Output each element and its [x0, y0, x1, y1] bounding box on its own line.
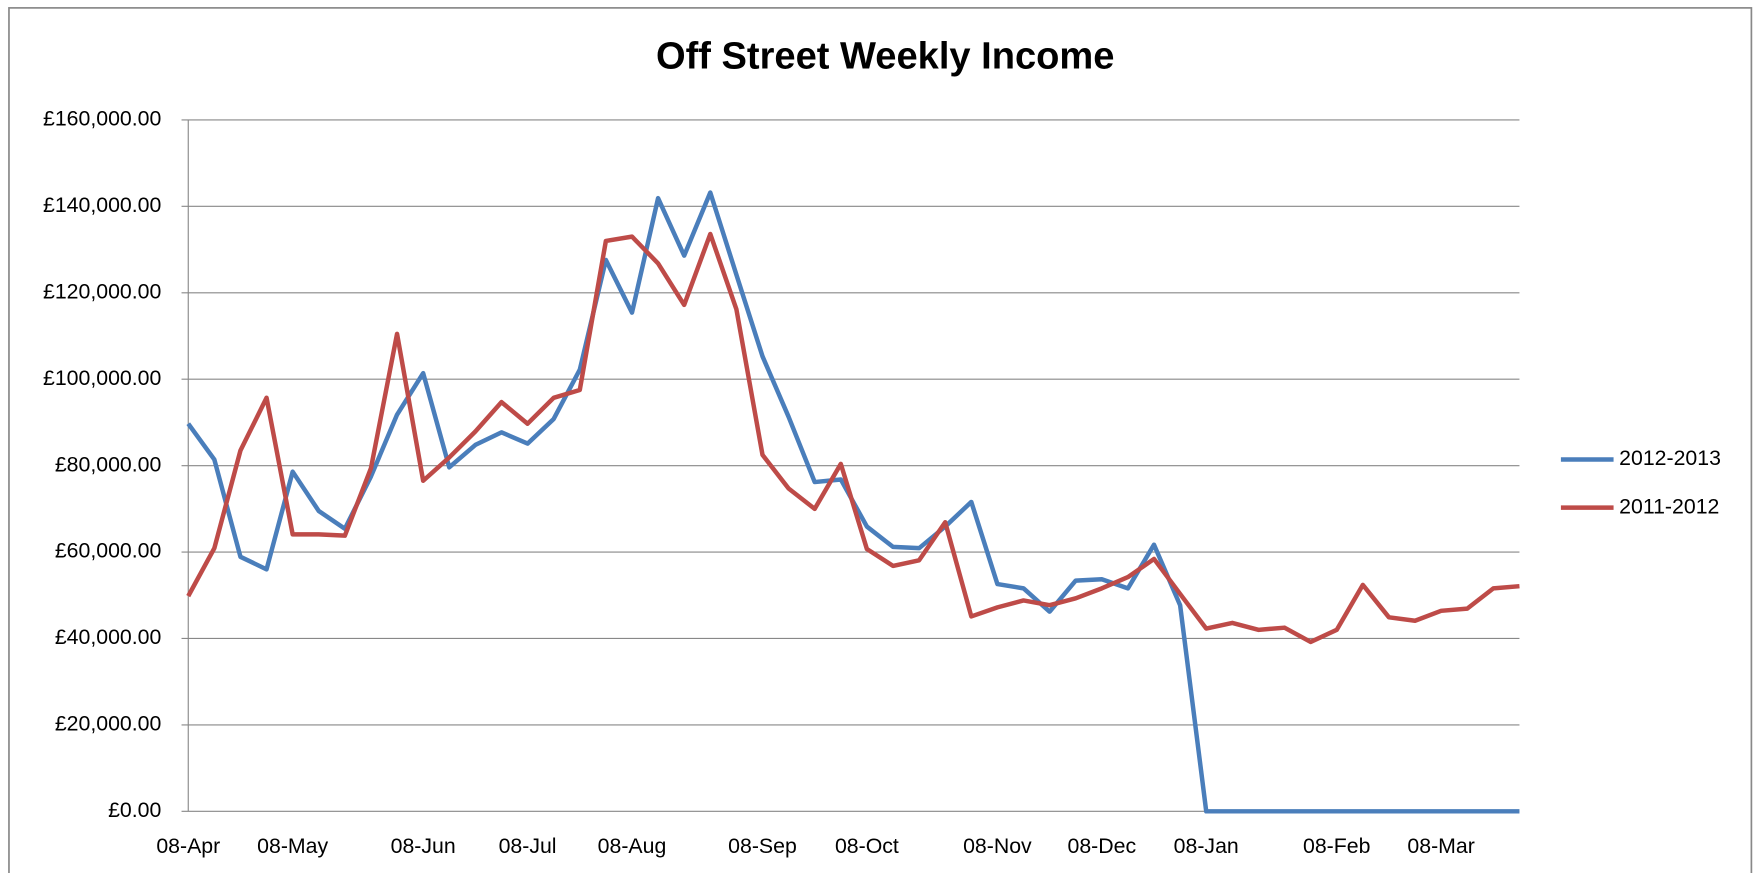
x-tick-label: 08-Jan	[1174, 834, 1239, 858]
x-tick-label: 08-Dec	[1068, 834, 1137, 858]
x-tick-label: 08-Feb	[1303, 834, 1370, 858]
y-tick-label: £160,000.00	[43, 107, 161, 131]
line-series	[186, 231, 1520, 645]
x-tick-label: 08-Nov	[963, 834, 1032, 858]
x-tick-label: 08-Jun	[391, 834, 456, 858]
y-tick-label: £80,000.00	[55, 452, 162, 476]
x-tick-label: 08-Mar	[1407, 834, 1474, 858]
y-tick-label: £100,000.00	[43, 366, 161, 390]
y-tick-label: £40,000.00	[55, 625, 162, 649]
y-tick-label: £60,000.00	[55, 539, 162, 563]
x-tick-label: 08-Jul	[499, 834, 557, 858]
y-tick-label: £120,000.00	[43, 279, 161, 303]
x-tick-label: 08-Sep	[728, 834, 797, 858]
chart-frame	[8, 7, 1753, 878]
y-tick-label: £20,000.00	[55, 712, 162, 736]
x-tick-label: 08-Oct	[835, 834, 899, 858]
legend-label: 2011-2012	[1619, 494, 1719, 518]
y-tick-label: £0.00	[108, 798, 161, 822]
x-tick-label: 08-Apr	[156, 834, 220, 858]
x-tick-label: 08-May	[257, 834, 328, 858]
chart-title: Off Street Weekly Income	[656, 35, 1115, 77]
x-tick-label: 08-Aug	[598, 834, 667, 858]
y-tick-label: £140,000.00	[43, 193, 161, 217]
legend-label: 2012-2013	[1619, 446, 1721, 470]
